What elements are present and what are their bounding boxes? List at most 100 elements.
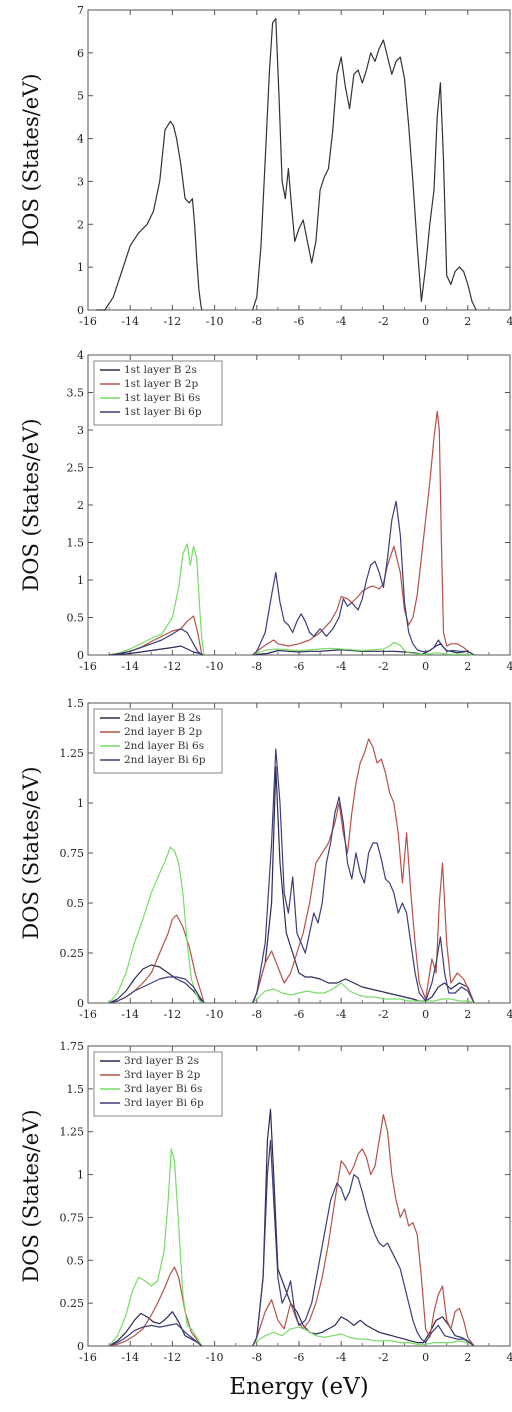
panel-2-ylabel: DOS (States/eV) xyxy=(19,418,43,591)
y-tick-label: 3.5 xyxy=(67,387,85,400)
series-line-1 xyxy=(108,1108,475,1347)
x-tick-label: 2 xyxy=(464,660,471,673)
y-tick-label: 0.75 xyxy=(60,1211,85,1224)
series-line-1 xyxy=(108,766,475,1004)
legend-label: 1st layer Bi 6s xyxy=(124,392,200,404)
y-tick-label: 1.5 xyxy=(67,1083,85,1096)
legend-label: 1st layer B 2s xyxy=(124,364,197,376)
y-tick-label: 0 xyxy=(77,649,84,662)
x-tick-label: -10 xyxy=(206,315,224,328)
series-line-2 xyxy=(108,1114,475,1347)
x-tick-label: 2 xyxy=(464,1008,471,1021)
panel-2-lines xyxy=(108,410,475,656)
panel-4-legend: 3rd layer B 2s 3rd layer B 2p 3rd layer Bi… xyxy=(93,1051,223,1117)
panel-2-ticks: -16 -14 -12 -10 -8 -6 -4 -2 0 2 4 0 0.5 1 1.5 2 2.5 3 3.5 4 xyxy=(67,349,512,673)
y-tick-label: 0.5 xyxy=(67,612,85,625)
y-tick-label: 2 xyxy=(77,218,84,231)
x-tick-label: 4 xyxy=(507,1008,512,1021)
panel-4: -16 -14 -12 -10 -8 -6 -4 -2 0 2 4 0 0.25 0.5 0.75 1 1.25… xyxy=(19,1040,512,1364)
y-tick-label: 0 xyxy=(77,304,84,317)
x-tick-label: -4 xyxy=(336,1351,347,1364)
x-tick-label: -2 xyxy=(378,315,389,328)
y-tick-label: 1 xyxy=(77,797,84,810)
x-tick-label: -4 xyxy=(336,660,347,673)
x-tick-label: -16 xyxy=(79,660,97,673)
x-tick-label: -6 xyxy=(294,1008,305,1021)
x-tick-label: -6 xyxy=(294,1351,305,1364)
series-line-3 xyxy=(108,846,475,1004)
x-tick-label: 0 xyxy=(422,1351,429,1364)
x-tick-label: 2 xyxy=(464,1351,471,1364)
y-tick-label: 7 xyxy=(77,4,84,17)
y-tick-label: 1.25 xyxy=(60,1126,85,1139)
legend-label: 2nd layer Bi 6p xyxy=(124,754,206,766)
y-tick-label: 2 xyxy=(77,499,84,512)
panel-3-ticks: -16 -14 -12 -10 -8 -6 -4 -2 0 2 4 0 0.25 0.5 0.75 1 1.25… xyxy=(60,697,512,1021)
legend-label: 3rd layer B 2p xyxy=(124,1069,201,1081)
y-tick-label: 0.75 xyxy=(60,847,85,860)
legend-box xyxy=(93,708,223,774)
y-tick-label: 1 xyxy=(77,574,84,587)
series-line-1 xyxy=(109,643,475,656)
legend-label: 3rd layer Bi 6s xyxy=(124,1083,202,1095)
panel-2-legend: 1st layer B 2s 1st layer B 2p 1st layer Bi… xyxy=(93,360,223,426)
legend-label: 3rd layer Bi 6p xyxy=(124,1097,204,1109)
series-line-2 xyxy=(108,738,475,1004)
x-tick-label: 2 xyxy=(464,315,471,328)
x-tick-label: -10 xyxy=(206,660,224,673)
y-tick-label: 4 xyxy=(77,133,84,146)
series-line-4 xyxy=(108,748,475,1004)
x-tick-label: 4 xyxy=(507,315,512,328)
series-line-1 xyxy=(96,18,477,311)
y-tick-label: 1.5 xyxy=(67,537,85,550)
legend-label: 1st layer Bi 6p xyxy=(124,406,202,418)
x-tick-label: 4 xyxy=(507,1351,512,1364)
x-tick-label: -8 xyxy=(251,660,262,673)
x-tick-label: -8 xyxy=(251,1008,262,1021)
legend-label: 3rd layer B 2s xyxy=(124,1055,199,1067)
y-tick-label: 4 xyxy=(77,349,84,362)
x-tick-label: -10 xyxy=(206,1008,224,1021)
legend-label: 1st layer B 2p xyxy=(124,378,198,390)
series-line-3 xyxy=(108,543,475,656)
series-line-4 xyxy=(109,500,475,656)
panel-3-ylabel: DOS (States/eV) xyxy=(19,766,43,939)
y-tick-label: 3 xyxy=(77,175,84,188)
x-tick-label: -16 xyxy=(79,1008,97,1021)
x-tick-label: -12 xyxy=(164,660,182,673)
y-tick-label: 5 xyxy=(77,90,84,103)
x-tick-label: -12 xyxy=(164,1351,182,1364)
series-line-4 xyxy=(108,1139,475,1347)
y-tick-label: 2.5 xyxy=(67,462,85,475)
legend-label: 2nd layer Bi 6s xyxy=(124,740,204,752)
x-tick-label: -16 xyxy=(79,1351,97,1364)
x-tick-label: -10 xyxy=(206,1351,224,1364)
y-tick-label: 3 xyxy=(77,424,84,437)
y-tick-label: 0.5 xyxy=(67,897,85,910)
x-tick-label: -6 xyxy=(294,315,305,328)
panel-3: -16 -14 -12 -10 -8 -6 -4 -2 0 2 4 0 0.25 0.5 0.75 1 1.25… xyxy=(19,697,512,1021)
panel-4-ylabel: DOS (States/eV) xyxy=(19,1109,43,1282)
legend-label: 2nd layer B 2s xyxy=(124,712,201,724)
y-tick-label: 1 xyxy=(77,1169,84,1182)
x-tick-label: -2 xyxy=(378,660,389,673)
panel-4-lines xyxy=(108,1108,475,1347)
x-tick-label: -14 xyxy=(121,1351,139,1364)
x-tick-label: -14 xyxy=(121,660,139,673)
x-tick-label: -2 xyxy=(378,1351,389,1364)
x-tick-label: -4 xyxy=(336,1008,347,1021)
panel-3-legend: 2nd layer B 2s 2nd layer B 2p 2nd layer Bi… xyxy=(93,708,223,774)
panel-4-ticks: -16 -14 -12 -10 -8 -6 -4 -2 0 2 4 0 0.25 0.5 0.75 1 1.25… xyxy=(60,1040,512,1364)
x-tick-label: -8 xyxy=(251,315,262,328)
legend-box xyxy=(93,360,223,426)
y-tick-label: 0 xyxy=(77,997,84,1010)
x-tick-label: -14 xyxy=(121,315,139,328)
x-tick-label: -2 xyxy=(378,1008,389,1021)
x-tick-label: -12 xyxy=(164,1008,182,1021)
x-tick-label: -6 xyxy=(294,660,305,673)
panel-1-ylabel: DOS (States/eV) xyxy=(19,73,43,246)
y-tick-label: 0.25 xyxy=(60,1297,85,1310)
x-tick-label: -12 xyxy=(164,315,182,328)
x-tick-label: 0 xyxy=(422,1008,429,1021)
x-tick-label: 0 xyxy=(422,315,429,328)
